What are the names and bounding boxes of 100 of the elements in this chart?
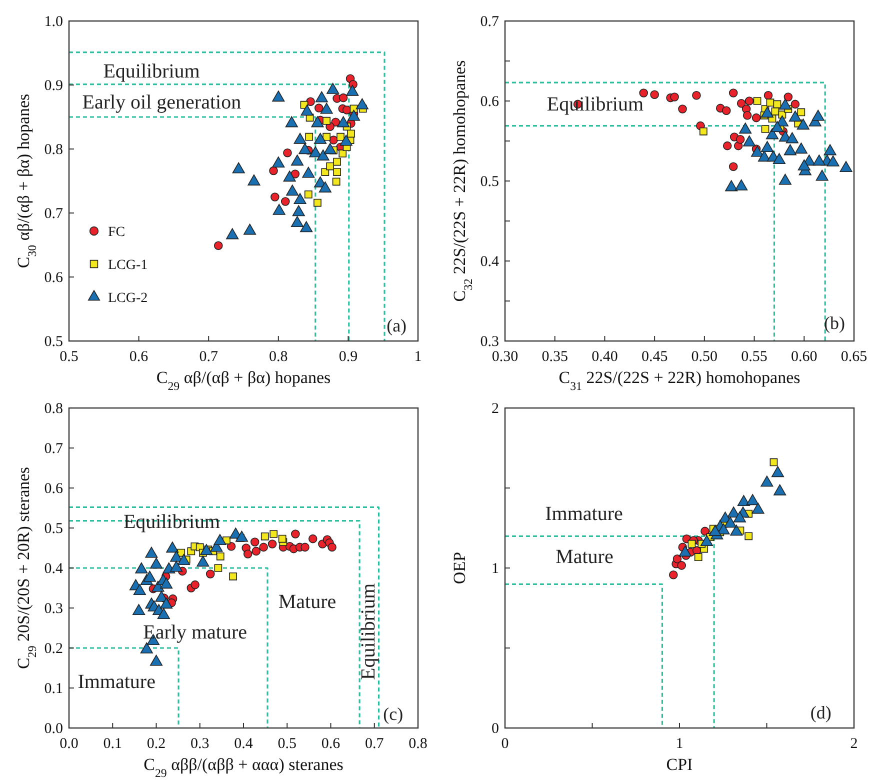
point (294, 132, 306, 144)
point (348, 110, 360, 121)
point (286, 184, 299, 196)
point (321, 168, 330, 176)
annotation: Equilibrium (103, 60, 200, 82)
x-axis-title: C$_{29}$ αβ/(αβ + βα) hopanes (156, 368, 331, 393)
point (322, 132, 330, 141)
x-tick-label: 1 (676, 736, 684, 752)
point (283, 170, 296, 182)
point (214, 564, 222, 572)
point (294, 193, 306, 204)
point (316, 149, 330, 160)
point (337, 116, 350, 128)
point (338, 150, 347, 158)
point (270, 192, 280, 202)
point (166, 542, 179, 553)
y-tick-label: 0.7 (44, 206, 64, 222)
point (200, 544, 213, 555)
point (326, 162, 334, 170)
point (305, 132, 314, 141)
point (206, 570, 215, 578)
point (304, 190, 312, 198)
point (250, 538, 260, 546)
point (346, 84, 359, 96)
y-tick-label: 1.0 (44, 14, 63, 30)
point (314, 198, 322, 207)
point (292, 205, 305, 216)
y-tick-label: 0.5 (44, 334, 63, 350)
point (291, 530, 300, 538)
y-axis-title: OEP (450, 552, 469, 584)
x-tick-label: 0.7 (365, 736, 384, 752)
point (248, 174, 260, 186)
x-tick-label: 0.40 (592, 349, 618, 365)
y-tick-label: 0.4 (44, 561, 64, 577)
x-tick-label: 0.7 (199, 349, 218, 365)
x-tick-label: 0.50 (691, 349, 718, 365)
x-tick-label: 0.5 (278, 736, 296, 752)
point (340, 134, 352, 146)
point (278, 534, 286, 543)
x-tick-label: 0.5 (60, 349, 78, 365)
point (311, 116, 324, 128)
point (315, 91, 328, 102)
point (160, 598, 173, 609)
x-tick-label: 0.0 (60, 736, 78, 752)
point (145, 546, 158, 558)
y-tick-label: 0.1 (44, 681, 63, 697)
point (268, 540, 277, 548)
point (214, 534, 226, 545)
y-tick-label: 0.5 (480, 174, 499, 190)
point (140, 642, 153, 654)
point (270, 530, 278, 538)
y-tick-label: 0.7 (480, 14, 500, 30)
point (309, 146, 322, 158)
y-tick-label: 0.3 (44, 601, 63, 617)
point (338, 93, 348, 102)
annotation: (a) (386, 315, 407, 336)
point (318, 181, 332, 192)
point (259, 542, 268, 552)
x-axis-title: CPI (666, 755, 694, 774)
annotation: Early oil generation (82, 92, 242, 114)
point (322, 116, 330, 125)
annotation: (b) (824, 313, 845, 334)
annotation: Early mature (143, 621, 248, 644)
point (324, 143, 336, 154)
y-tick-label: 0.7 (44, 441, 64, 457)
x-tick-label: 0.4 (234, 736, 254, 752)
annotation: Mature (278, 591, 336, 613)
annotation: Immature (545, 503, 623, 525)
point (336, 132, 344, 141)
point (216, 552, 224, 560)
x-tick-label: 0.45 (641, 349, 668, 365)
point (132, 604, 146, 615)
x-tick-label: 0.55 (741, 349, 768, 365)
point (269, 166, 278, 176)
point (133, 584, 146, 595)
point (190, 580, 200, 590)
point (298, 143, 312, 154)
y-tick-label: 0.6 (480, 94, 500, 110)
y-tick-label: 0.0 (44, 721, 63, 737)
point (196, 556, 210, 567)
y-tick-label: 0.6 (44, 270, 64, 286)
legend-label: LCG-2 (108, 291, 148, 306)
point (300, 104, 314, 116)
point (157, 608, 170, 619)
point (308, 534, 318, 544)
point (226, 228, 239, 240)
point (235, 530, 248, 542)
point (326, 82, 340, 94)
point (290, 154, 304, 166)
point (332, 178, 340, 186)
point (143, 570, 156, 582)
y-tick-label: 0.9 (44, 78, 63, 94)
y-tick-label: 0.4 (480, 254, 500, 270)
point (226, 542, 236, 551)
point (232, 162, 245, 174)
point (252, 546, 261, 556)
y-tick-label: 0.3 (480, 334, 499, 350)
x-tick-label: 2 (850, 736, 858, 752)
point (314, 132, 327, 144)
point (333, 168, 341, 176)
